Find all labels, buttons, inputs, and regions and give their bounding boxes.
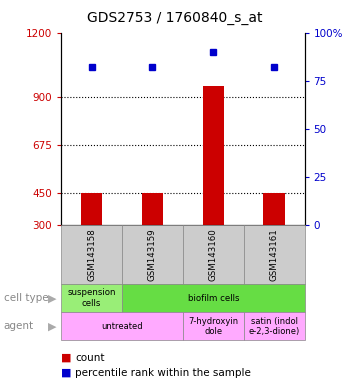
Bar [81, 193, 102, 225]
Text: untreated: untreated [101, 322, 143, 331]
Text: GSM143159: GSM143159 [148, 228, 157, 281]
Bar [183, 225, 244, 284]
Bar [203, 86, 224, 225]
Bar [61, 225, 122, 284]
Bar [61, 284, 122, 312]
Text: ■: ■ [61, 368, 72, 378]
Text: GSM143161: GSM143161 [270, 228, 279, 281]
Text: GSM143158: GSM143158 [87, 228, 96, 281]
Text: agent: agent [4, 321, 34, 331]
Text: biofilm cells: biofilm cells [188, 294, 239, 303]
Text: percentile rank within the sample: percentile rank within the sample [75, 368, 251, 378]
Bar [122, 284, 304, 312]
Text: cell type: cell type [4, 293, 48, 303]
Text: 7-hydroxyin
dole: 7-hydroxyin dole [188, 316, 238, 336]
Bar [122, 225, 183, 284]
Bar [244, 312, 304, 340]
Text: ▶: ▶ [48, 293, 57, 303]
Bar [183, 312, 244, 340]
Text: ▶: ▶ [48, 321, 57, 331]
Text: suspension
cells: suspension cells [68, 288, 116, 308]
Text: satin (indol
e-2,3-dione): satin (indol e-2,3-dione) [248, 316, 300, 336]
Bar [264, 193, 285, 225]
Bar [61, 312, 183, 340]
Text: GSM143160: GSM143160 [209, 228, 218, 281]
Text: ■: ■ [61, 353, 72, 362]
Text: count: count [75, 353, 105, 362]
Bar [244, 225, 304, 284]
Text: GDS2753 / 1760840_s_at: GDS2753 / 1760840_s_at [87, 11, 263, 25]
Bar [142, 193, 163, 225]
